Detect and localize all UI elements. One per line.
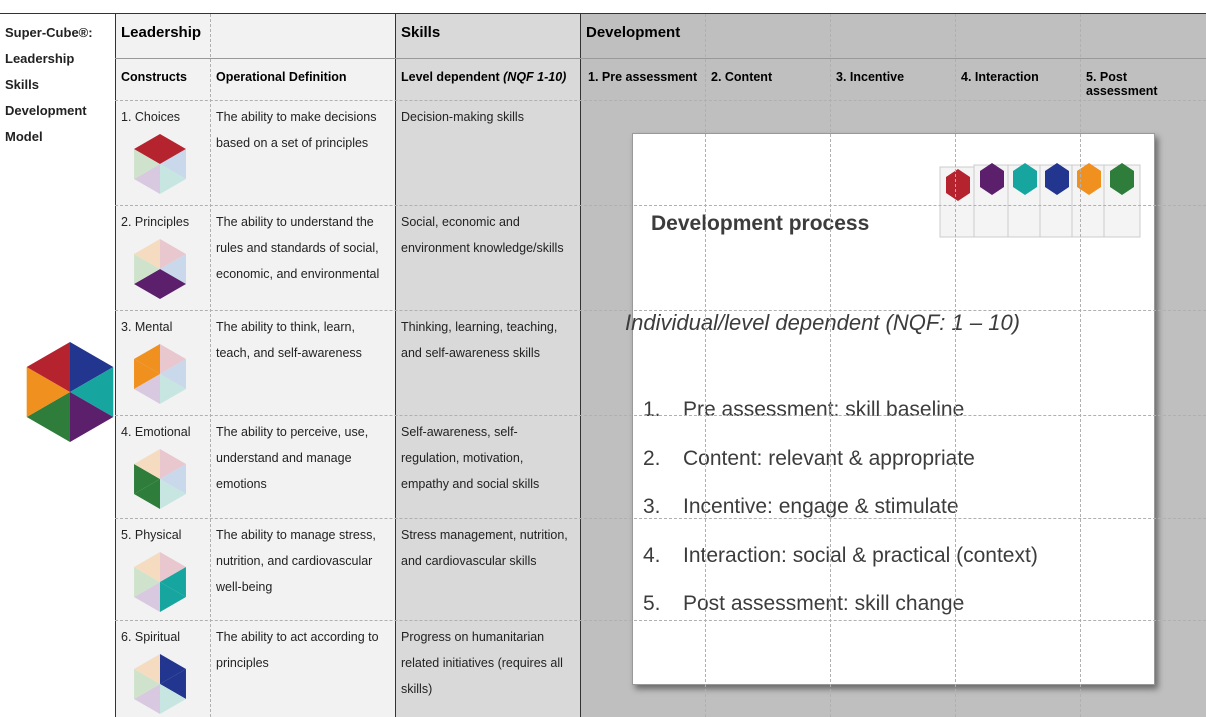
row-line	[115, 415, 1206, 416]
column-line	[580, 14, 581, 717]
group-header: Skills	[401, 24, 441, 41]
skills: Decision-making skills	[401, 110, 524, 124]
row-line	[115, 100, 1206, 101]
construct: 4. Emotional	[121, 425, 191, 439]
column-header: 1. Pre assessment	[588, 70, 698, 84]
corner-line: Skills	[5, 77, 39, 92]
panel-subtitle: Individual/level dependent (NQF: 1 – 10)	[625, 310, 1021, 335]
construct: 5. Physical	[121, 528, 182, 542]
column-header: 2. Content	[711, 70, 773, 84]
row-line	[115, 518, 1206, 519]
top-border	[0, 13, 1206, 14]
step-number: 5.	[643, 592, 661, 615]
skills-note: (NQF 1-10)	[503, 70, 567, 84]
row-line	[115, 310, 1206, 311]
row-line	[115, 620, 1206, 621]
corner-line: Leadership	[5, 51, 75, 66]
skills-bg	[395, 14, 580, 717]
step-number: 4.	[643, 543, 661, 567]
column-line	[395, 14, 396, 717]
definition: The ability to think, learn, teach, and …	[216, 320, 362, 360]
construct: 6. Spiritual	[121, 630, 181, 644]
construct: 3. Mental	[121, 320, 173, 334]
column-line	[115, 14, 116, 717]
column-line	[705, 14, 706, 717]
step-number: 1.	[643, 398, 661, 421]
panel-title: Development process	[651, 212, 870, 235]
step-number: 2.	[643, 446, 661, 470]
column-header: Level dependent (NQF 1-10)	[395, 58, 580, 96]
column-header: Operational Definition	[216, 70, 347, 84]
column-line	[210, 14, 211, 717]
skills-header: Level dependent	[401, 70, 500, 84]
step-number: 3.	[643, 495, 661, 518]
step-text: Post assessment: skill change	[683, 592, 965, 615]
skills: Stress management, nutrition, and cardio…	[401, 528, 568, 568]
corner-line: Super-Cube®:	[5, 25, 93, 40]
step-text: Pre assessment: skill baseline	[683, 398, 965, 421]
step-text: Content: relevant & appropriate	[683, 446, 975, 470]
construct: 1. Choices	[121, 110, 181, 124]
column-header: 3. Incentive	[836, 70, 905, 84]
skills: Progress on humanitarian related initiat…	[401, 630, 563, 696]
column-line	[830, 14, 831, 717]
corner-title: Super-Cube®: Leadership Skills Development M…	[0, 14, 115, 156]
construct-icon	[134, 344, 186, 404]
skills: Social, economic and environment knowled…	[401, 215, 564, 255]
construct-icon	[134, 654, 186, 714]
definition: The ability to manage stress, nutrition,…	[216, 528, 376, 594]
construct-icon	[134, 552, 186, 612]
cube-logo	[26, 342, 114, 442]
column-header: 5. Post assessment	[1086, 70, 1158, 98]
skills: Self-awareness, self-regulation, motivat…	[401, 425, 540, 491]
column-header: Constructs	[121, 70, 187, 84]
column-header: 4. Interaction	[961, 70, 1039, 84]
construct-icon	[134, 134, 186, 194]
definition: The ability to understand the rules and …	[216, 215, 380, 281]
group-header: Leadership	[121, 24, 202, 41]
definition: The ability to make decisions based on a…	[216, 110, 377, 150]
construct: 2. Principles	[121, 215, 190, 229]
step-text: Incentive: engage & stimulate	[683, 495, 959, 518]
group-header: Development	[586, 24, 681, 41]
step-text: Interaction: social & practical (context…	[683, 543, 1038, 567]
column-line	[1080, 14, 1081, 717]
definition: The ability to act according to principl…	[216, 630, 379, 670]
development-panel: Development process Individual/level depe…	[625, 133, 1155, 685]
header-line	[115, 58, 1206, 59]
skills: Thinking, learning, teaching, and self-a…	[401, 320, 558, 360]
construct-icon	[134, 449, 186, 509]
corner-line: Development	[5, 103, 87, 118]
construct-icon	[134, 239, 186, 299]
definition: The ability to perceive, use, understand…	[216, 425, 369, 491]
row-line	[115, 205, 1206, 206]
book-covers	[939, 163, 1141, 238]
corner-line: Model	[5, 129, 43, 144]
column-line	[955, 14, 956, 717]
